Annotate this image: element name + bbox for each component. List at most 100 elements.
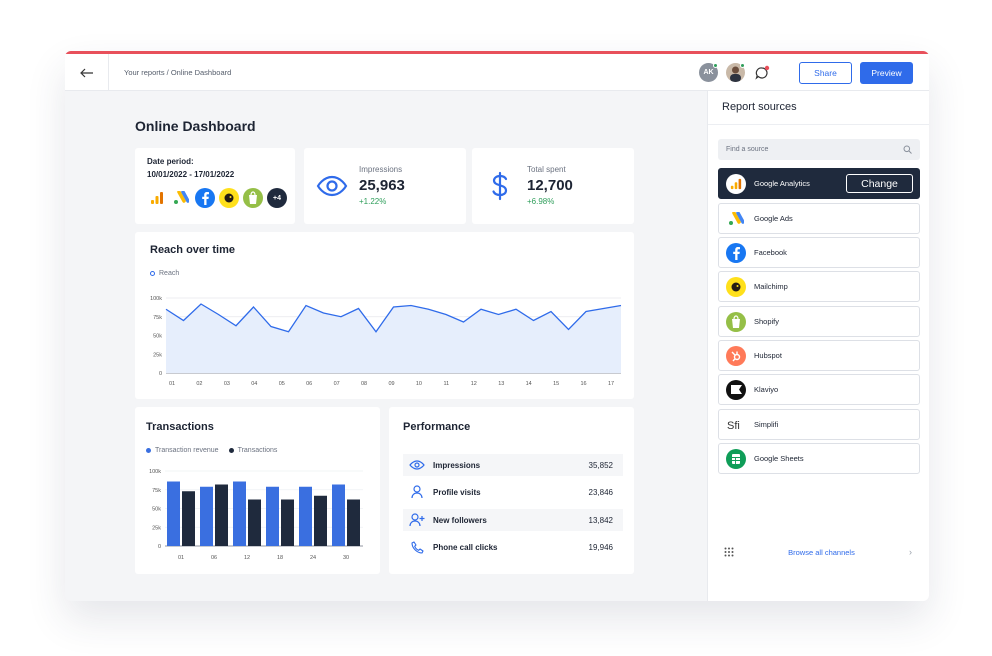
source-item-klaviyo[interactable]: Klaviyo [718, 374, 920, 405]
bar-revenue [167, 481, 180, 546]
date-period-label: Date period: [147, 157, 194, 166]
x-tick-label: 12 [244, 555, 250, 561]
source-item-mailchimp[interactable]: Mailchimp [718, 271, 920, 302]
hubspot-icon [726, 345, 746, 366]
google-analytics-icon [726, 173, 746, 194]
performance-value: 23,846 [588, 487, 613, 497]
transactions-chart-card: Transactions Transaction revenue Transac… [135, 407, 380, 574]
performance-row: Impressions 35,852 [403, 454, 623, 476]
browse-label: Browse all channels [788, 547, 855, 557]
avatar-ak[interactable]: AK [699, 63, 718, 82]
search-icon [903, 145, 912, 154]
x-tick-label: 18 [277, 555, 283, 561]
performance-label: Phone call clicks [433, 542, 498, 552]
x-tick-label: 11 [444, 381, 450, 387]
x-tick-label: 13 [498, 381, 504, 387]
source-item-google-analytics[interactable]: Google Analytics Change [718, 168, 920, 199]
source-name: Shopify [754, 317, 780, 326]
source-item-hubspot[interactable]: Hubspot [718, 340, 920, 371]
add-user-icon [407, 513, 427, 527]
source-name: Klaviyo [754, 385, 779, 394]
reach-chart-card: Reach over time Reach 100k 75k 50k 25k 0 01 02… [135, 232, 634, 399]
x-tick-label: 02 [196, 381, 202, 387]
source-item-google-sheets[interactable]: Google Sheets [718, 443, 920, 474]
performance-value: 35,852 [588, 460, 613, 470]
page-title: Online Dashboard [135, 118, 256, 134]
chevron-right-icon: › [909, 547, 912, 557]
source-name: Google Sheets [754, 454, 804, 463]
source-item-facebook[interactable]: Facebook [718, 237, 920, 268]
svg-text:Sfi: Sfi [727, 420, 740, 432]
x-tick-label: 08 [361, 381, 367, 387]
bar-revenue [266, 486, 279, 546]
legend-marker-revenue [146, 448, 151, 453]
bar-revenue [200, 486, 213, 546]
transactions-legend: Transaction revenue Transactions [146, 447, 277, 454]
reach-area-fill [166, 304, 621, 373]
avatar-user-photo[interactable] [726, 63, 745, 82]
breadcrumb[interactable]: Your reports / Online Dashboard [124, 68, 232, 77]
date-period-value[interactable]: 10/01/2022 - 17/01/2022 [147, 170, 235, 179]
x-tick-label: 10 [416, 381, 422, 387]
performance-label: Profile visits [433, 487, 481, 497]
performance-value: 19,946 [588, 542, 613, 552]
source-item-google-ads[interactable]: Google Ads [718, 203, 920, 234]
source-name: Mailchimp [754, 282, 788, 291]
legend-label: Transactions [237, 447, 278, 454]
x-tick-label: 01 [178, 555, 184, 561]
legend-label: Reach [159, 270, 180, 277]
more-sources-badge[interactable]: +4 [267, 188, 287, 208]
facebook-icon [195, 188, 215, 208]
eye-icon [407, 458, 427, 472]
reach-series-line [165, 303, 622, 333]
x-tick-label: 16 [581, 381, 587, 387]
bar-transactions [182, 491, 195, 546]
performance-label: New followers [433, 515, 487, 525]
bar-transactions [215, 484, 228, 546]
bar-transactions [347, 499, 360, 546]
source-name: Hubspot [754, 351, 782, 360]
x-tick-label: 03 [224, 381, 230, 387]
comments-icon[interactable] [754, 65, 770, 81]
y-tick-label: 100k [149, 469, 161, 475]
bar-transactions [281, 499, 294, 546]
performance-row: Profile visits 23,846 [403, 481, 623, 503]
x-tick-label: 14 [526, 381, 532, 387]
y-tick-label: 0 [158, 544, 161, 550]
facebook-icon [726, 242, 746, 263]
search-placeholder: Find a source [726, 146, 769, 153]
dollar-icon [484, 170, 516, 202]
share-button[interactable]: Share [799, 62, 852, 84]
legend-marker [150, 271, 155, 276]
bar-transactions [248, 499, 261, 546]
reach-chart-title: Reach over time [150, 244, 235, 256]
kpi-value: 12,700 [527, 177, 573, 194]
source-name: Google Ads [754, 214, 793, 223]
browse-all-channels-link[interactable]: Browse all channels › [718, 541, 920, 563]
legend-marker-transactions [228, 448, 234, 453]
change-source-button[interactable]: Change [846, 174, 913, 193]
date-period-card: Date period: 10/01/2022 - 17/01/2022 +4 [135, 148, 295, 224]
source-item-simplifi[interactable]: Sfi Simplifi [718, 409, 920, 440]
source-item-shopify[interactable]: Shopify [718, 306, 920, 337]
x-tick-label: 06 [306, 381, 312, 387]
kpi-delta: +6.98% [527, 197, 555, 206]
simplifi-icon: Sfi [726, 415, 746, 435]
transactions-bar-chart: 100k 75k 50k 25k 0 01 06 12 18 24 30 [149, 469, 363, 561]
mailchimp-icon [219, 188, 239, 208]
x-tick-label: 12 [471, 381, 477, 387]
bar-transactions [314, 495, 327, 546]
y-tick-label: 0 [159, 371, 162, 377]
legend-label: Transaction revenue [155, 447, 219, 454]
x-tick-label: 05 [279, 381, 285, 387]
source-search-input[interactable]: Find a source [718, 139, 920, 160]
y-tick-label: 50k [153, 334, 162, 340]
back-arrow-icon[interactable] [65, 54, 109, 91]
bar-revenue [299, 486, 312, 546]
y-tick-label: 75k [153, 315, 162, 321]
y-tick-label: 50k [152, 507, 161, 513]
x-tick-label: 24 [310, 555, 316, 561]
report-sources-panel: Report sources Find a source Google Anal… [707, 91, 929, 601]
preview-button[interactable]: Preview [860, 62, 913, 84]
app-window: Your reports / Online Dashboard AK Share… [65, 51, 929, 601]
